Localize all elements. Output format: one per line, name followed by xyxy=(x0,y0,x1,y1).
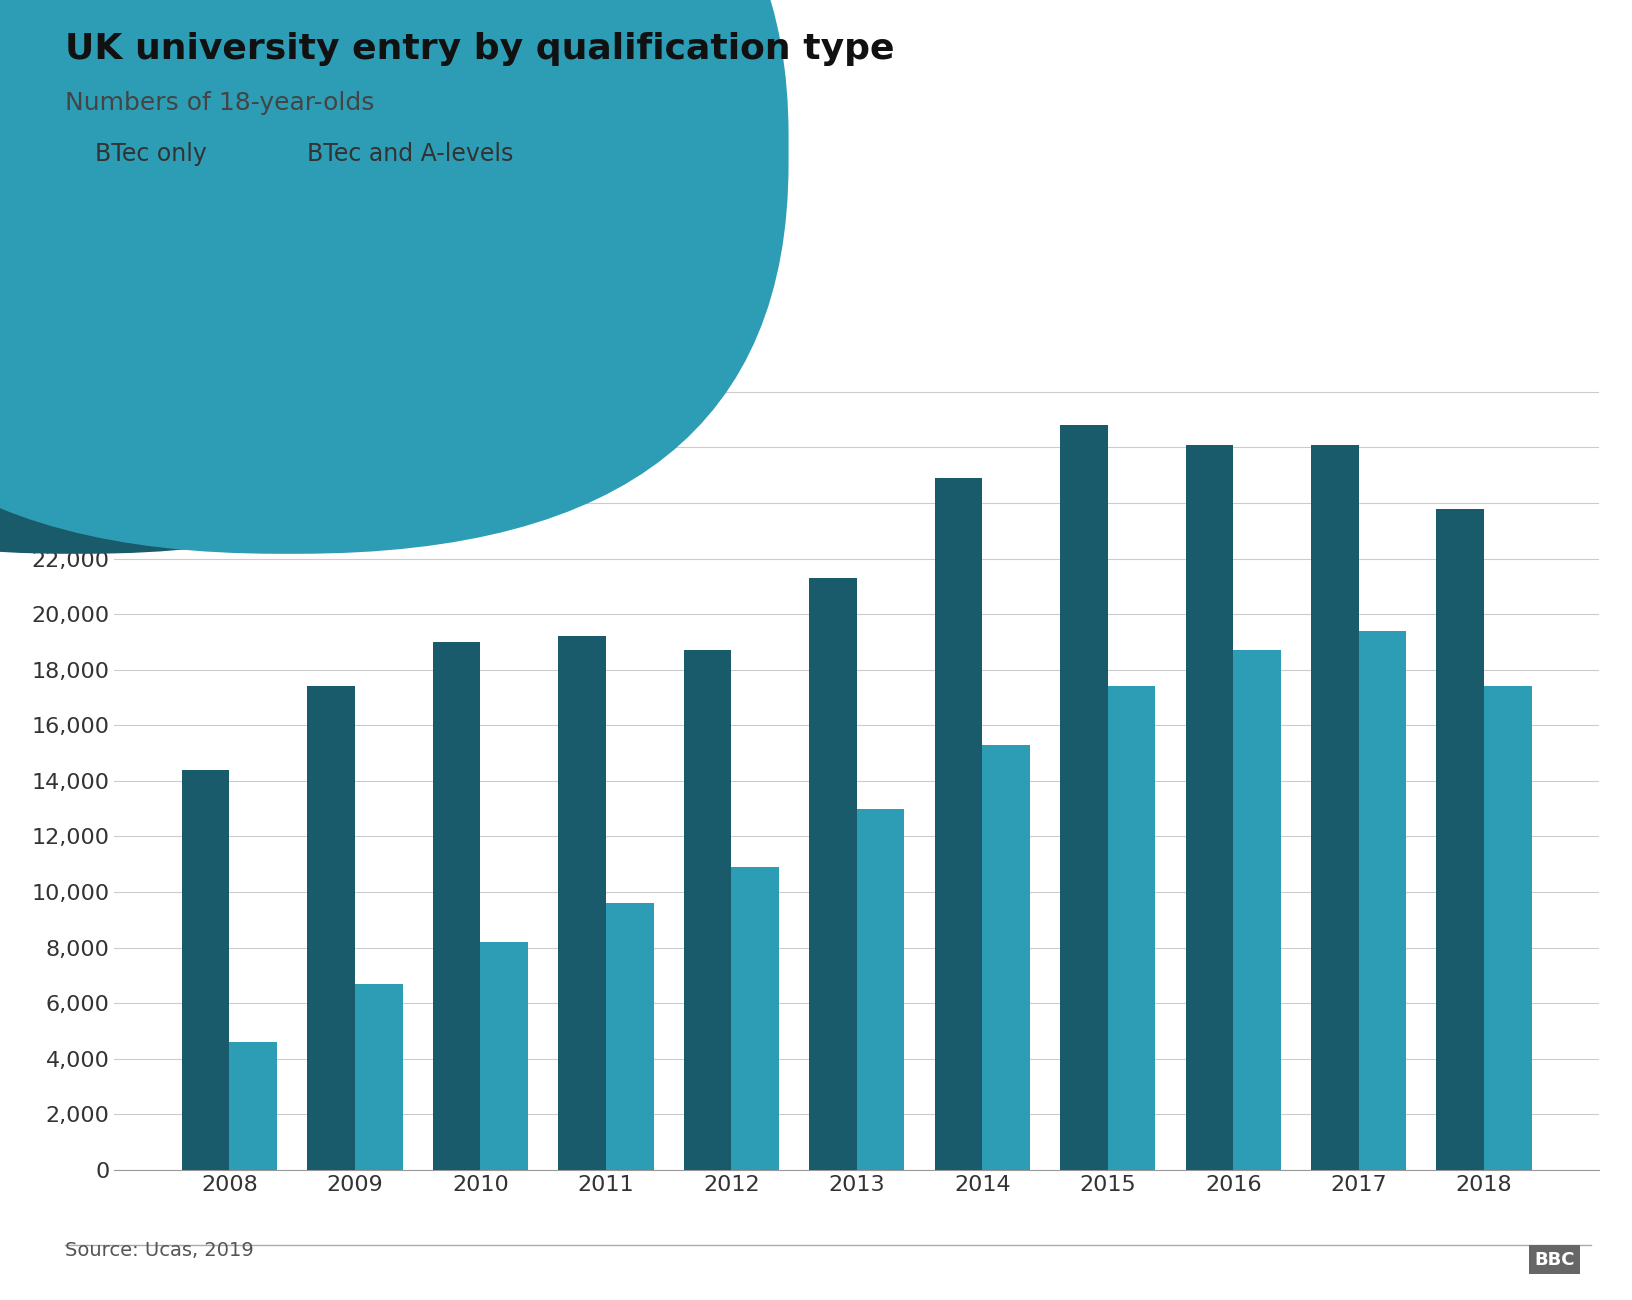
Text: UK university entry by qualification type: UK university entry by qualification typ… xyxy=(65,32,894,66)
Bar xyxy=(857,809,904,1170)
Bar xyxy=(1108,686,1155,1170)
Bar xyxy=(605,903,653,1170)
Bar xyxy=(558,637,605,1170)
Bar xyxy=(684,650,731,1170)
Bar xyxy=(731,867,778,1170)
Bar xyxy=(432,642,480,1170)
Text: Source: Ucas, 2019: Source: Ucas, 2019 xyxy=(65,1242,255,1261)
Text: BBC: BBC xyxy=(1534,1251,1575,1269)
Bar xyxy=(1436,508,1483,1170)
Bar xyxy=(809,578,857,1170)
Bar xyxy=(230,1043,277,1170)
Bar xyxy=(354,984,403,1170)
Text: BTec only: BTec only xyxy=(95,143,207,166)
Bar xyxy=(1185,445,1234,1170)
Bar xyxy=(1359,630,1407,1170)
Text: BTec and A-levels: BTec and A-levels xyxy=(307,143,514,166)
Bar xyxy=(935,478,982,1170)
Text: Numbers of 18-year-olds: Numbers of 18-year-olds xyxy=(65,91,375,114)
Bar xyxy=(181,770,230,1170)
Bar xyxy=(1310,445,1359,1170)
Bar xyxy=(1234,650,1281,1170)
Bar xyxy=(307,686,354,1170)
Bar xyxy=(982,745,1030,1170)
Bar xyxy=(480,942,529,1170)
Bar xyxy=(1483,686,1532,1170)
Bar xyxy=(1061,425,1108,1170)
